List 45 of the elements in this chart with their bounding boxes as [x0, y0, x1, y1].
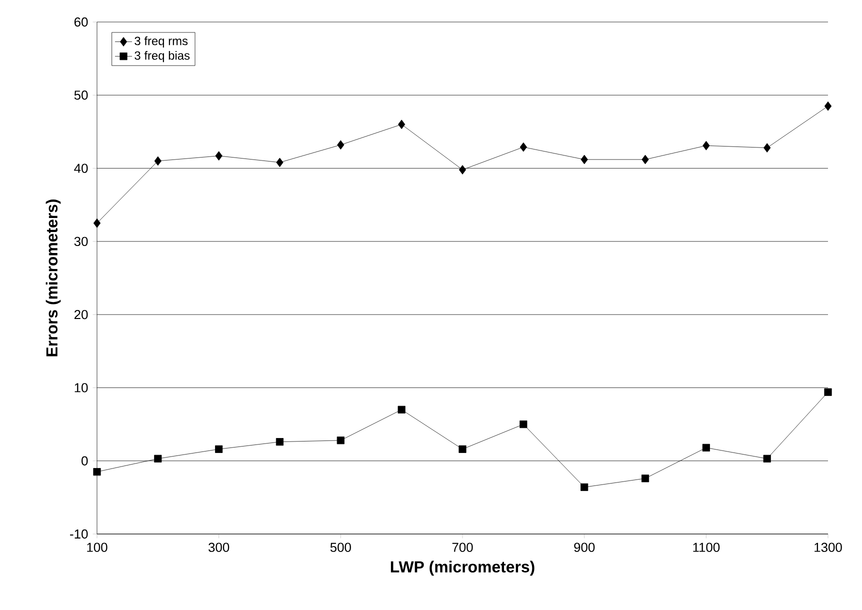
y-tick-label: 60: [74, 17, 88, 27]
point: [398, 406, 406, 414]
point: [154, 454, 162, 462]
point: [642, 154, 649, 164]
point: [641, 474, 650, 482]
point: [276, 158, 284, 168]
point: [93, 468, 101, 476]
x-tick-label: 900: [574, 542, 595, 552]
point: [458, 165, 466, 174]
x-tick-label: 500: [330, 542, 351, 552]
y-tick-label: 50: [74, 90, 88, 100]
x-tick-label: 300: [208, 542, 230, 552]
y-tick-label: 30: [74, 236, 88, 246]
point: [580, 483, 588, 491]
x-tick-label: 1100: [693, 542, 720, 552]
point: [520, 420, 528, 428]
point: [824, 388, 832, 396]
point: [337, 140, 344, 150]
point: [824, 101, 832, 111]
y-tick-label: -10: [70, 529, 88, 539]
point: [458, 445, 466, 453]
point: [580, 154, 588, 164]
point: [520, 142, 527, 152]
point: [763, 454, 771, 462]
point: [764, 143, 771, 152]
x-tick-label: 1300: [814, 542, 842, 552]
y-axis-title: Errors (micrometers): [46, 200, 61, 356]
y-tick-label: 10: [74, 383, 88, 392]
point: [154, 156, 162, 166]
y-tick-label: 0: [82, 456, 88, 466]
x-axis-title: LWP (micrometers): [390, 560, 534, 576]
point: [398, 120, 406, 130]
x-tick-label: 700: [452, 542, 473, 552]
point: [336, 436, 344, 444]
point: [215, 445, 223, 453]
x-tick-label: 100: [87, 542, 108, 552]
legend-label: 3 freq bias: [134, 51, 190, 62]
point: [702, 140, 710, 150]
point: [702, 444, 710, 452]
point: [93, 218, 101, 228]
point: [215, 151, 222, 161]
legend-label: 3 freq rms: [134, 36, 188, 48]
y-tick-label: 20: [74, 310, 88, 320]
y-tick-label: 40: [74, 164, 88, 173]
point: [276, 438, 284, 446]
